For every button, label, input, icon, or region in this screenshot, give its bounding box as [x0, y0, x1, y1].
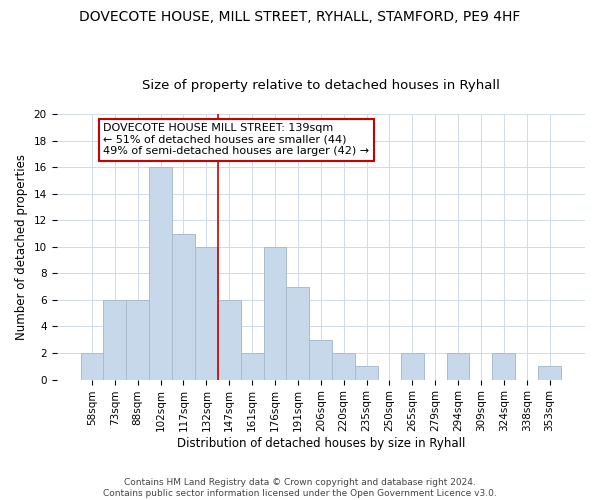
Bar	[401, 353, 424, 380]
Y-axis label: Number of detached properties: Number of detached properties	[15, 154, 28, 340]
Bar	[127, 300, 149, 380]
Text: Contains HM Land Registry data © Crown copyright and database right 2024.
Contai: Contains HM Land Registry data © Crown c…	[103, 478, 497, 498]
Bar	[195, 247, 218, 380]
Bar	[493, 353, 515, 380]
Bar	[286, 286, 310, 380]
Bar	[80, 353, 103, 380]
Text: DOVECOTE HOUSE MILL STREET: 139sqm
← 51% of detached houses are smaller (44)
49%: DOVECOTE HOUSE MILL STREET: 139sqm ← 51%…	[103, 124, 370, 156]
Bar	[355, 366, 378, 380]
Title: Size of property relative to detached houses in Ryhall: Size of property relative to detached ho…	[142, 79, 500, 92]
X-axis label: Distribution of detached houses by size in Ryhall: Distribution of detached houses by size …	[176, 437, 465, 450]
Bar	[310, 340, 332, 380]
Bar	[446, 353, 469, 380]
Text: DOVECOTE HOUSE, MILL STREET, RYHALL, STAMFORD, PE9 4HF: DOVECOTE HOUSE, MILL STREET, RYHALL, STA…	[79, 10, 521, 24]
Bar	[172, 234, 195, 380]
Bar	[218, 300, 241, 380]
Bar	[332, 353, 355, 380]
Bar	[103, 300, 127, 380]
Bar	[263, 247, 286, 380]
Bar	[538, 366, 561, 380]
Bar	[149, 167, 172, 380]
Bar	[241, 353, 263, 380]
